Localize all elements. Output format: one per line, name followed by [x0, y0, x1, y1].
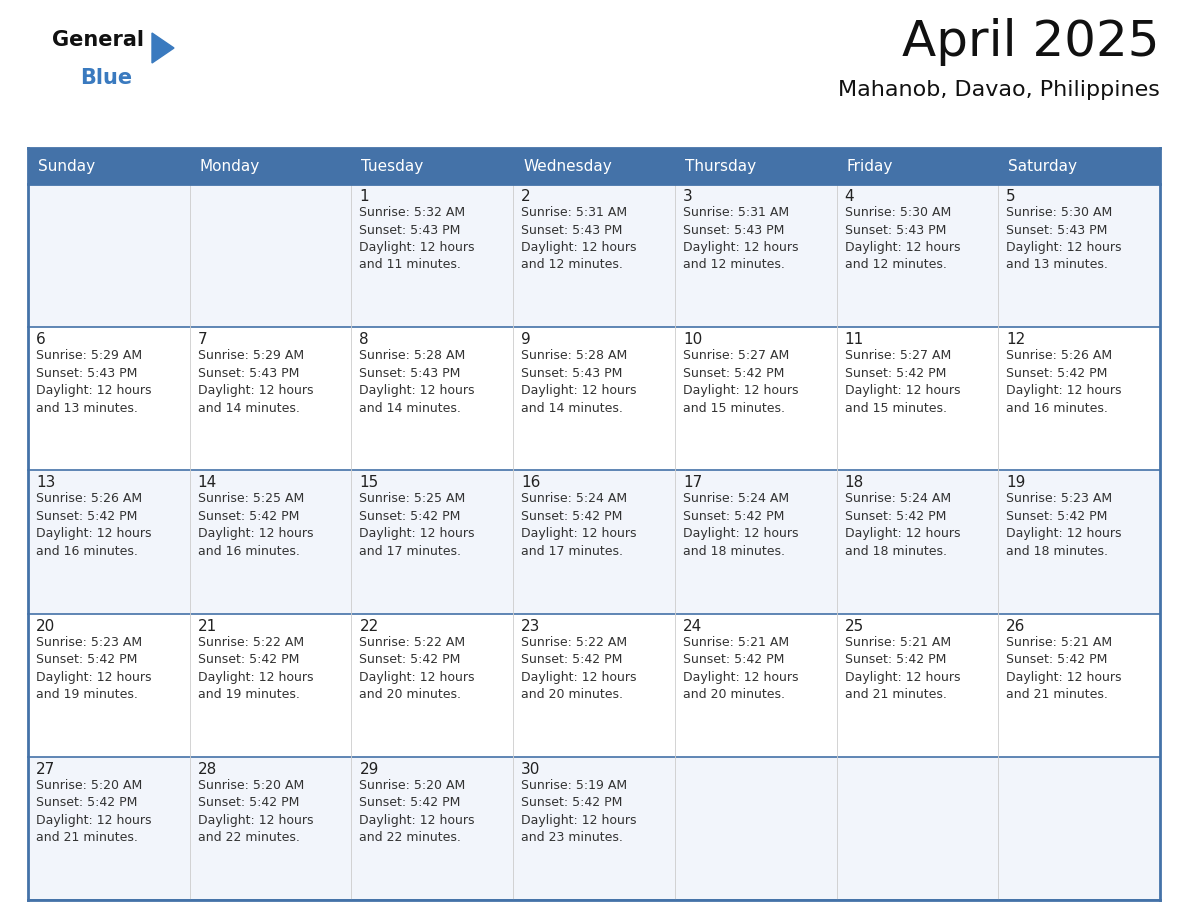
Text: Sunrise: 5:22 AM
Sunset: 5:42 PM
Daylight: 12 hours
and 20 minutes.: Sunrise: 5:22 AM Sunset: 5:42 PM Dayligh…	[522, 635, 637, 701]
Text: Sunrise: 5:20 AM
Sunset: 5:42 PM
Daylight: 12 hours
and 22 minutes.: Sunrise: 5:20 AM Sunset: 5:42 PM Dayligh…	[197, 778, 314, 845]
Text: 15: 15	[360, 476, 379, 490]
Text: Sunrise: 5:25 AM
Sunset: 5:42 PM
Daylight: 12 hours
and 17 minutes.: Sunrise: 5:25 AM Sunset: 5:42 PM Dayligh…	[360, 492, 475, 558]
Text: Sunrise: 5:30 AM
Sunset: 5:43 PM
Daylight: 12 hours
and 12 minutes.: Sunrise: 5:30 AM Sunset: 5:43 PM Dayligh…	[845, 206, 960, 272]
Text: Sunrise: 5:27 AM
Sunset: 5:42 PM
Daylight: 12 hours
and 15 minutes.: Sunrise: 5:27 AM Sunset: 5:42 PM Dayligh…	[683, 349, 798, 415]
Text: 25: 25	[845, 619, 864, 633]
Text: 20: 20	[36, 619, 56, 633]
Text: 4: 4	[845, 189, 854, 204]
Bar	[29, 613, 1159, 756]
Bar	[29, 327, 1159, 470]
Text: 17: 17	[683, 476, 702, 490]
Text: Wednesday: Wednesday	[523, 159, 612, 174]
Text: 13: 13	[36, 476, 56, 490]
Text: 24: 24	[683, 619, 702, 633]
Text: Sunrise: 5:24 AM
Sunset: 5:42 PM
Daylight: 12 hours
and 18 minutes.: Sunrise: 5:24 AM Sunset: 5:42 PM Dayligh…	[683, 492, 798, 558]
Text: 10: 10	[683, 332, 702, 347]
Text: April 2025: April 2025	[903, 18, 1159, 66]
Text: Sunrise: 5:30 AM
Sunset: 5:43 PM
Daylight: 12 hours
and 13 minutes.: Sunrise: 5:30 AM Sunset: 5:43 PM Dayligh…	[1006, 206, 1121, 272]
Text: 2: 2	[522, 189, 531, 204]
Bar	[29, 184, 1159, 327]
Text: Sunrise: 5:21 AM
Sunset: 5:42 PM
Daylight: 12 hours
and 21 minutes.: Sunrise: 5:21 AM Sunset: 5:42 PM Dayligh…	[845, 635, 960, 701]
Text: Sunrise: 5:32 AM
Sunset: 5:43 PM
Daylight: 12 hours
and 11 minutes.: Sunrise: 5:32 AM Sunset: 5:43 PM Dayligh…	[360, 206, 475, 272]
Text: 30: 30	[522, 762, 541, 777]
Text: 7: 7	[197, 332, 208, 347]
Text: Sunrise: 5:29 AM
Sunset: 5:43 PM
Daylight: 12 hours
and 13 minutes.: Sunrise: 5:29 AM Sunset: 5:43 PM Dayligh…	[36, 349, 152, 415]
Text: Sunrise: 5:31 AM
Sunset: 5:43 PM
Daylight: 12 hours
and 12 minutes.: Sunrise: 5:31 AM Sunset: 5:43 PM Dayligh…	[683, 206, 798, 272]
Text: 11: 11	[845, 332, 864, 347]
Text: 12: 12	[1006, 332, 1025, 347]
Text: 16: 16	[522, 476, 541, 490]
Text: Sunrise: 5:31 AM
Sunset: 5:43 PM
Daylight: 12 hours
and 12 minutes.: Sunrise: 5:31 AM Sunset: 5:43 PM Dayligh…	[522, 206, 637, 272]
Text: 9: 9	[522, 332, 531, 347]
Text: 8: 8	[360, 332, 369, 347]
Text: 27: 27	[36, 762, 56, 777]
Bar	[29, 148, 1159, 184]
Text: 3: 3	[683, 189, 693, 204]
Text: 19: 19	[1006, 476, 1025, 490]
Text: Sunrise: 5:21 AM
Sunset: 5:42 PM
Daylight: 12 hours
and 20 minutes.: Sunrise: 5:21 AM Sunset: 5:42 PM Dayligh…	[683, 635, 798, 701]
Text: Sunrise: 5:24 AM
Sunset: 5:42 PM
Daylight: 12 hours
and 18 minutes.: Sunrise: 5:24 AM Sunset: 5:42 PM Dayligh…	[845, 492, 960, 558]
Text: Sunrise: 5:26 AM
Sunset: 5:42 PM
Daylight: 12 hours
and 16 minutes.: Sunrise: 5:26 AM Sunset: 5:42 PM Dayligh…	[1006, 349, 1121, 415]
Text: 28: 28	[197, 762, 217, 777]
Text: Mahanob, Davao, Philippines: Mahanob, Davao, Philippines	[838, 80, 1159, 100]
Text: Sunrise: 5:28 AM
Sunset: 5:43 PM
Daylight: 12 hours
and 14 minutes.: Sunrise: 5:28 AM Sunset: 5:43 PM Dayligh…	[522, 349, 637, 415]
Text: 18: 18	[845, 476, 864, 490]
Text: Thursday: Thursday	[684, 159, 756, 174]
Text: Sunrise: 5:20 AM
Sunset: 5:42 PM
Daylight: 12 hours
and 21 minutes.: Sunrise: 5:20 AM Sunset: 5:42 PM Dayligh…	[36, 778, 152, 845]
Bar	[29, 470, 1159, 613]
Text: Saturday: Saturday	[1009, 159, 1078, 174]
Text: Tuesday: Tuesday	[361, 159, 424, 174]
Text: Blue: Blue	[80, 68, 132, 88]
Text: Sunrise: 5:22 AM
Sunset: 5:42 PM
Daylight: 12 hours
and 20 minutes.: Sunrise: 5:22 AM Sunset: 5:42 PM Dayligh…	[360, 635, 475, 701]
Text: 21: 21	[197, 619, 217, 633]
Text: Sunrise: 5:26 AM
Sunset: 5:42 PM
Daylight: 12 hours
and 16 minutes.: Sunrise: 5:26 AM Sunset: 5:42 PM Dayligh…	[36, 492, 152, 558]
Text: Sunrise: 5:28 AM
Sunset: 5:43 PM
Daylight: 12 hours
and 14 minutes.: Sunrise: 5:28 AM Sunset: 5:43 PM Dayligh…	[360, 349, 475, 415]
Text: Sunrise: 5:24 AM
Sunset: 5:42 PM
Daylight: 12 hours
and 17 minutes.: Sunrise: 5:24 AM Sunset: 5:42 PM Dayligh…	[522, 492, 637, 558]
Text: 14: 14	[197, 476, 217, 490]
Text: Sunrise: 5:22 AM
Sunset: 5:42 PM
Daylight: 12 hours
and 19 minutes.: Sunrise: 5:22 AM Sunset: 5:42 PM Dayligh…	[197, 635, 314, 701]
Text: 22: 22	[360, 619, 379, 633]
Text: Sunrise: 5:29 AM
Sunset: 5:43 PM
Daylight: 12 hours
and 14 minutes.: Sunrise: 5:29 AM Sunset: 5:43 PM Dayligh…	[197, 349, 314, 415]
Text: 26: 26	[1006, 619, 1025, 633]
Bar	[29, 756, 1159, 900]
Text: 5: 5	[1006, 189, 1016, 204]
Polygon shape	[152, 33, 173, 63]
Text: Sunrise: 5:23 AM
Sunset: 5:42 PM
Daylight: 12 hours
and 18 minutes.: Sunrise: 5:23 AM Sunset: 5:42 PM Dayligh…	[1006, 492, 1121, 558]
Text: Sunrise: 5:25 AM
Sunset: 5:42 PM
Daylight: 12 hours
and 16 minutes.: Sunrise: 5:25 AM Sunset: 5:42 PM Dayligh…	[197, 492, 314, 558]
Text: General: General	[52, 30, 144, 50]
Text: Sunrise: 5:23 AM
Sunset: 5:42 PM
Daylight: 12 hours
and 19 minutes.: Sunrise: 5:23 AM Sunset: 5:42 PM Dayligh…	[36, 635, 152, 701]
Text: 29: 29	[360, 762, 379, 777]
Text: Sunrise: 5:27 AM
Sunset: 5:42 PM
Daylight: 12 hours
and 15 minutes.: Sunrise: 5:27 AM Sunset: 5:42 PM Dayligh…	[845, 349, 960, 415]
Text: 6: 6	[36, 332, 46, 347]
Text: Sunrise: 5:21 AM
Sunset: 5:42 PM
Daylight: 12 hours
and 21 minutes.: Sunrise: 5:21 AM Sunset: 5:42 PM Dayligh…	[1006, 635, 1121, 701]
Text: Friday: Friday	[847, 159, 893, 174]
Text: Sunrise: 5:20 AM
Sunset: 5:42 PM
Daylight: 12 hours
and 22 minutes.: Sunrise: 5:20 AM Sunset: 5:42 PM Dayligh…	[360, 778, 475, 845]
Text: Monday: Monday	[200, 159, 260, 174]
Text: 23: 23	[522, 619, 541, 633]
Text: Sunrise: 5:19 AM
Sunset: 5:42 PM
Daylight: 12 hours
and 23 minutes.: Sunrise: 5:19 AM Sunset: 5:42 PM Dayligh…	[522, 778, 637, 845]
Text: 1: 1	[360, 189, 369, 204]
Text: Sunday: Sunday	[38, 159, 95, 174]
